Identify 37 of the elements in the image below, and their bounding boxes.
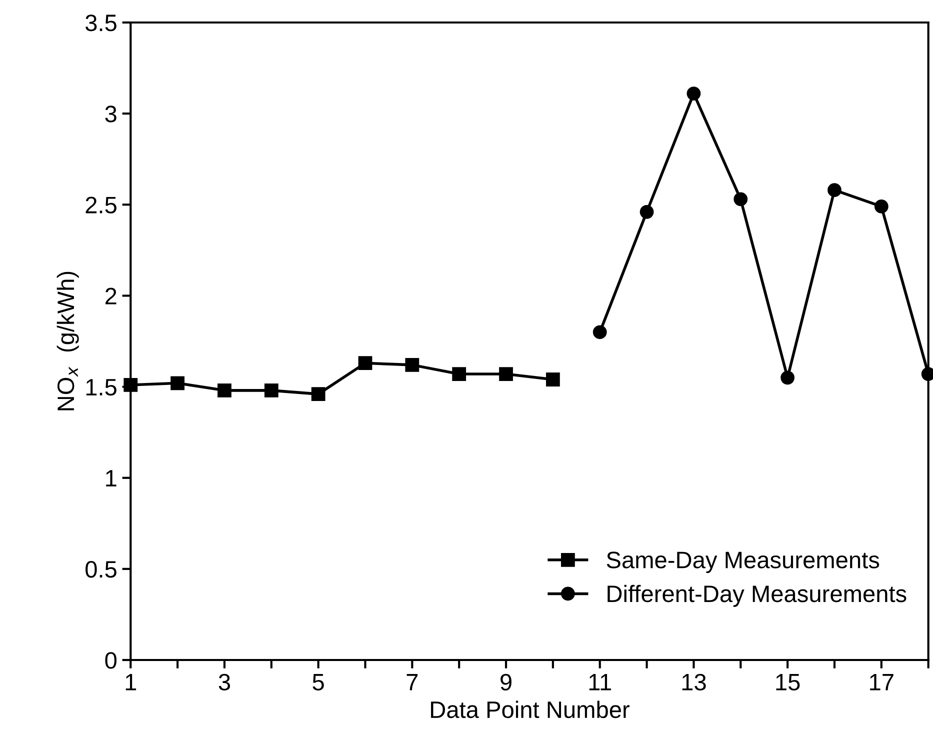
x-tick-label: 17 — [870, 674, 894, 690]
point — [592, 325, 607, 340]
y-tick-label: 3 — [105, 106, 116, 122]
legend-label: Different-Day Measurements — [608, 584, 906, 607]
point — [264, 383, 278, 398]
y-tick-label: 0.5 — [86, 560, 116, 578]
point — [828, 183, 842, 198]
point — [499, 367, 513, 381]
x-tick-label: 5 — [312, 674, 324, 691]
point — [170, 376, 184, 390]
y-tick-label: 0 — [105, 652, 117, 669]
y-axis-title: NO$_{x}$ (g/kWh) — [56, 272, 79, 410]
point — [874, 200, 888, 214]
y-tick-label: 2 — [105, 288, 116, 304]
point — [218, 383, 232, 398]
x-tick-label: 3 — [218, 674, 230, 691]
point — [640, 204, 654, 219]
x-tick-label: 1 — [126, 674, 136, 690]
x-tick-label: 9 — [500, 674, 512, 691]
x-tick-label: 7 — [406, 674, 418, 690]
x-tick-label: 15 — [776, 674, 800, 691]
y-tick-label: 1.5 — [86, 379, 116, 396]
y-tick-label: 1 — [106, 470, 116, 486]
legend-label: Same-Day Measurements — [606, 552, 880, 574]
point — [311, 387, 326, 402]
point — [405, 358, 420, 372]
x-axis-title: Data Point Number — [431, 700, 630, 718]
x-tick-label: 13 — [682, 674, 706, 691]
point — [358, 356, 372, 370]
point — [686, 86, 701, 100]
y-tick-label: 2.5 — [86, 196, 116, 214]
y-tick-label: 3.5 — [86, 14, 116, 32]
point — [452, 367, 466, 381]
point — [546, 372, 560, 386]
point — [780, 370, 795, 385]
x-tick-label: 11 — [589, 674, 611, 690]
point — [734, 192, 748, 206]
